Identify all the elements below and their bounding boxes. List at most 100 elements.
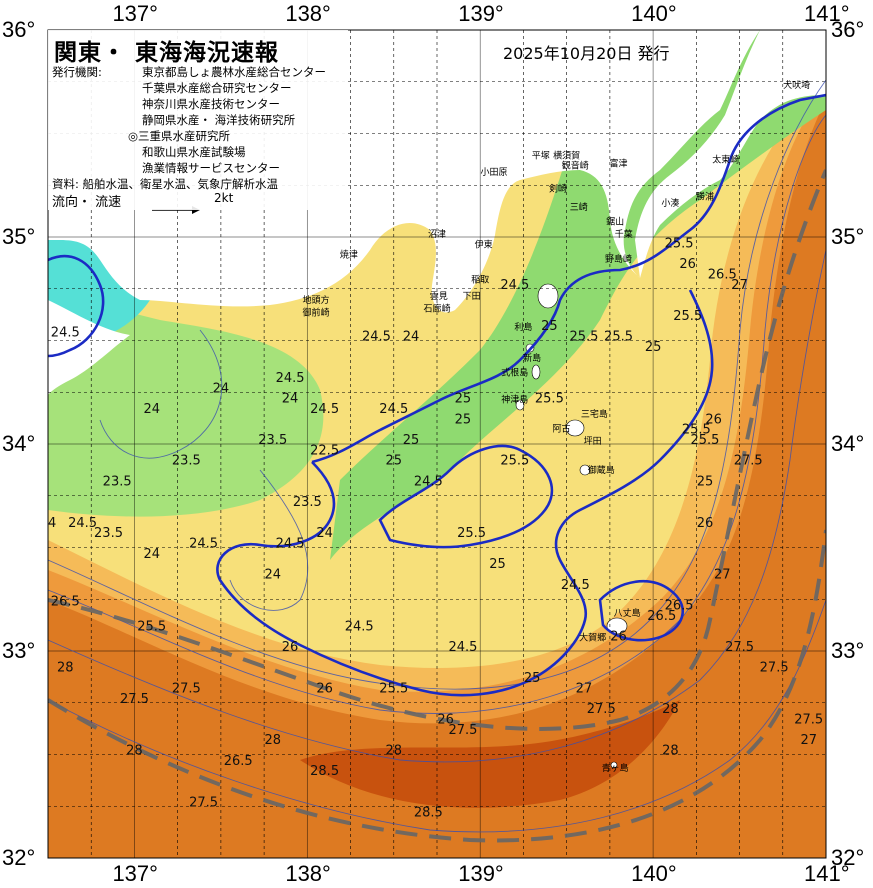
land-kii bbox=[48, 300, 130, 395]
contour-label: 25.5 bbox=[535, 392, 564, 407]
lon-label-bottom: 140° bbox=[631, 861, 677, 886]
sea-band-24 bbox=[48, 290, 324, 517]
contour-label: 24.5 bbox=[414, 474, 443, 489]
lon-label-bottom: 137° bbox=[112, 861, 158, 886]
place-label: 下田 bbox=[463, 291, 481, 302]
place-label: 青ヶ島 bbox=[602, 762, 629, 774]
contour-label: 24 bbox=[31, 340, 48, 355]
contour-label: 24 bbox=[40, 516, 57, 531]
lon-label-top: 138° bbox=[285, 1, 331, 26]
map-frame bbox=[47, 29, 827, 859]
scale-label: 2kt bbox=[214, 191, 234, 205]
lat-label-left: 33° bbox=[2, 638, 36, 663]
contour-label: 23.5 bbox=[293, 495, 322, 510]
contour-label: 28.5 bbox=[310, 764, 339, 779]
place-label: 小田原 bbox=[481, 167, 508, 178]
contour-label: 26 bbox=[679, 257, 696, 272]
place-label: 平塚 bbox=[532, 150, 550, 161]
contour-label: 25 bbox=[697, 474, 714, 489]
contour-label: 23.5 bbox=[94, 526, 123, 541]
contour-label: 25.5 bbox=[569, 330, 598, 345]
contour-label: 27 bbox=[731, 278, 748, 293]
contour-label: 28 bbox=[662, 744, 679, 759]
land-boso bbox=[635, 30, 826, 278]
contour-label: 24.5 bbox=[276, 371, 305, 386]
contour-label: 24 bbox=[403, 330, 420, 345]
lat-label-right: 34° bbox=[831, 431, 865, 456]
contour-label: 23.5 bbox=[258, 433, 287, 448]
place-label: 新島 bbox=[523, 352, 541, 364]
lat-label-left: 36° bbox=[2, 17, 36, 42]
contour-label: 24.5 bbox=[561, 578, 590, 593]
contour-label: 26 bbox=[705, 412, 722, 427]
contour-label: 24 bbox=[264, 568, 281, 583]
contour-label: 24.5 bbox=[68, 516, 97, 531]
contour-label: 27.5 bbox=[448, 723, 477, 738]
contour-label: 27.5 bbox=[587, 702, 616, 717]
contour-label: 26 bbox=[316, 681, 333, 696]
contour-labels: 24.524242423.523.524.524.523.52422.523.5… bbox=[22, 236, 823, 820]
issue-date: 2025年10月20日 発行 bbox=[503, 44, 670, 63]
lat-label-right: 36° bbox=[831, 17, 865, 42]
agency-7: 漁業情報サービスセンター bbox=[142, 161, 280, 175]
contour-label: 24 bbox=[316, 526, 333, 541]
contour-label: 28 bbox=[662, 702, 679, 717]
contour-label: 24 bbox=[213, 381, 230, 396]
place-label: 観音崎 bbox=[562, 160, 589, 172]
place-label: 千葉 bbox=[615, 228, 633, 240]
contour-label: 27 bbox=[714, 568, 731, 583]
contour-label: 26.5 bbox=[708, 267, 737, 282]
contour-label: 24.5 bbox=[448, 640, 477, 655]
lat-label-right: 33° bbox=[831, 638, 865, 663]
contour-label: 25 bbox=[455, 412, 472, 427]
place-label: 野島崎 bbox=[605, 253, 632, 265]
contour-label: 26 bbox=[610, 630, 627, 645]
info-panel bbox=[48, 30, 348, 210]
contour-label: 24.5 bbox=[310, 402, 339, 417]
lat-label-left: 35° bbox=[2, 224, 36, 249]
island-oshima bbox=[537, 283, 559, 309]
contour-label: 24.5 bbox=[345, 619, 374, 634]
place-label: 犬吠埼 bbox=[783, 79, 810, 91]
isotherm-contours bbox=[48, 79, 826, 833]
contour-label: 27.5 bbox=[725, 640, 754, 655]
contour-label: 28 bbox=[22, 681, 39, 696]
contour-label: 24.5 bbox=[51, 325, 80, 340]
place-label: 利島 bbox=[514, 321, 532, 333]
contour-label: 24.5 bbox=[276, 537, 305, 552]
lon-label-bottom: 138° bbox=[285, 861, 331, 886]
contour-label: 25.5 bbox=[604, 330, 633, 345]
contour-label: 24.5 bbox=[362, 330, 391, 345]
place-label: 御前崎 bbox=[302, 307, 329, 319]
contour-label: 25 bbox=[541, 319, 558, 334]
flow-label: 流向・ 流速 bbox=[52, 195, 122, 210]
island-kozushima bbox=[515, 399, 525, 411]
island-aogashima bbox=[610, 761, 618, 769]
contour-label: 27.5 bbox=[760, 661, 789, 676]
place-label: 八丈島 bbox=[614, 607, 641, 619]
island-miyakejima bbox=[565, 419, 585, 437]
place-label: 地頭方 bbox=[302, 294, 329, 306]
agency-3: 神奈川県水産技術センター bbox=[142, 97, 280, 111]
contour-label: 26.5 bbox=[665, 599, 694, 614]
contour-label: 25.5 bbox=[500, 454, 529, 469]
contour-label: 25.5 bbox=[673, 309, 702, 324]
contour-label: 23.5 bbox=[172, 454, 201, 469]
place-label: 御蔵島 bbox=[588, 464, 615, 476]
agency-1: 東京都島しょ農林水産総合センター bbox=[142, 65, 326, 79]
place-label: 大賀郷 bbox=[579, 632, 606, 644]
contour-label: 25 bbox=[489, 557, 506, 572]
contour-label: 24 bbox=[282, 392, 299, 407]
lon-label-top: 139° bbox=[458, 1, 504, 26]
place-label: 三崎 bbox=[570, 201, 588, 213]
place-label: 剣崎 bbox=[549, 182, 567, 194]
place-label: 横須賀 bbox=[553, 149, 580, 161]
agency-2: 千葉県水産総合研究センター bbox=[142, 81, 292, 95]
contour-label: 27 bbox=[800, 733, 817, 748]
lat-label-left: 32° bbox=[2, 845, 36, 870]
contour-label: 25.5 bbox=[379, 681, 408, 696]
contour-label: 25 bbox=[645, 340, 662, 355]
contour-label: 24 bbox=[143, 547, 160, 562]
contour-label: 27 bbox=[576, 681, 593, 696]
contour-label: 27.5 bbox=[794, 712, 823, 727]
